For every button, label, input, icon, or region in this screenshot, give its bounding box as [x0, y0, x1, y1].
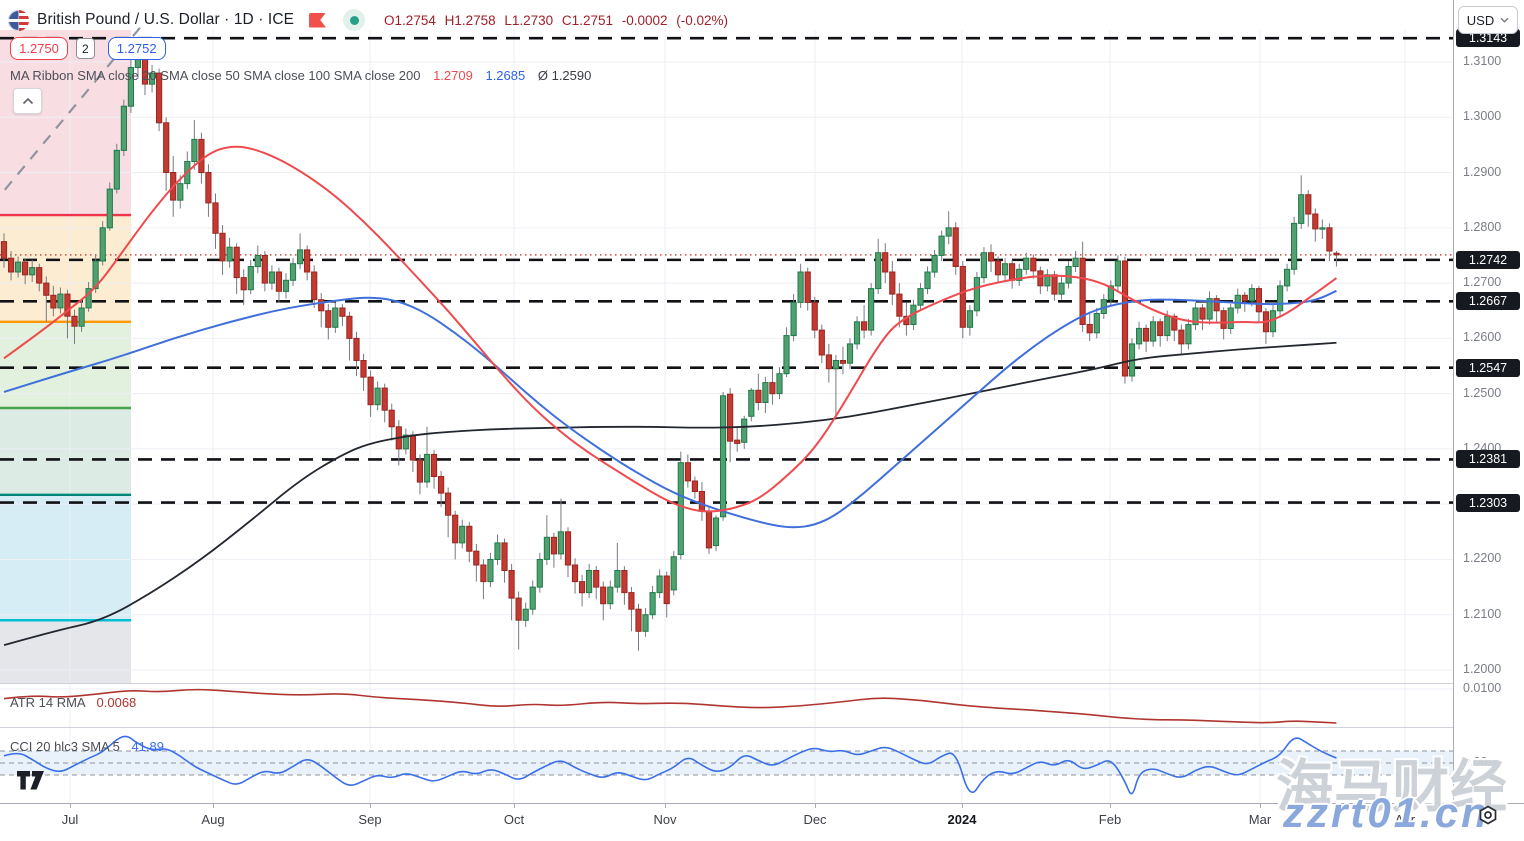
- chevron-down-icon: [1500, 17, 1509, 23]
- candles: [0, 38, 1340, 651]
- atr-value: 0.0068: [96, 695, 137, 710]
- atr-label: ATR 14 RMA: [10, 695, 85, 710]
- price-tick-label: 1.2100: [1463, 606, 1502, 621]
- cci-value: 41.89: [131, 739, 164, 754]
- atr-legend[interactable]: ATR 14 RMA 0.0068: [10, 695, 136, 710]
- chevron-up-icon: [22, 97, 33, 105]
- ma-ribbon-avg-value: Ø 1.2590: [537, 68, 592, 83]
- time-tick: [962, 804, 963, 808]
- atr-line[interactable]: [3, 688, 1337, 724]
- time-label-jul: Jul: [61, 812, 79, 827]
- tradingview-logo-icon[interactable]: [17, 771, 45, 795]
- time-tick: [514, 804, 515, 808]
- gbpusd-flag-icon: [8, 9, 29, 31]
- supply-demand-zone: [0, 494, 131, 621]
- time-tick: [213, 804, 214, 808]
- price-tick-label: 1.2600: [1463, 330, 1502, 345]
- supply-demand-zone: [0, 321, 131, 408]
- supply-demand-zone: [0, 408, 131, 495]
- time-label-dec: Dec: [803, 812, 827, 827]
- price-tick-label: 1.3000: [1463, 109, 1502, 124]
- price-level-label: 1.2667: [1456, 292, 1520, 311]
- ma-ribbon-legend[interactable]: MA Ribbon SMA close 20 SMA close 50 SMA …: [10, 68, 591, 83]
- symbol-header[interactable]: British Pound / U.S. Dollar · 1D · ICE O…: [8, 7, 728, 33]
- symbol-title[interactable]: British Pound / U.S. Dollar · 1D · ICE: [37, 11, 295, 28]
- price-tag-count[interactable]: 2: [76, 38, 95, 59]
- time-tick: [70, 804, 71, 808]
- ma-ribbon-sma50-value: 1.2685: [485, 68, 526, 83]
- cci-label: CCI 20 hlc3 SMA 5: [10, 739, 120, 754]
- sma20-line[interactable]: [3, 145, 1338, 513]
- time-label-feb: Feb: [1098, 812, 1122, 827]
- time-tick: [1405, 804, 1406, 808]
- price-tag-down[interactable]: 1.2750: [10, 37, 68, 60]
- time-label-2024: 2024: [947, 812, 977, 827]
- price-axis[interactable]: USD 1.3100 1.3000 1.2900 1.2800 1.2700 1.2600…: [1453, 0, 1524, 803]
- currency-dropdown-label: USD: [1466, 12, 1495, 28]
- ohlc-values: O1.2754 H1.2758 L1.2730 C1.2751 -0.0002 …: [384, 12, 729, 28]
- indicator-axis-label: 0.00: [1463, 755, 1488, 769]
- watermark-cn-text: 海马财经: [1276, 755, 1508, 819]
- time-tick: [665, 804, 666, 808]
- collapse-legend-button[interactable]: [13, 88, 42, 114]
- sma50-line[interactable]: [3, 289, 1337, 529]
- time-label-mar: Mar: [1248, 812, 1272, 827]
- red-flag-icon[interactable]: [309, 12, 327, 28]
- ma-ribbon-sma20-value: 1.2709: [433, 68, 473, 83]
- watermark-site-text: zzrt01.cn: [1283, 789, 1490, 836]
- supply-demand-zone: [0, 620, 131, 683]
- price-level-label: 1.2547: [1456, 358, 1520, 377]
- price-tick-label: 1.2000: [1463, 661, 1502, 676]
- time-tick: [1110, 804, 1111, 808]
- price-level-label: 1.2303: [1456, 493, 1520, 512]
- hexagon-logo-icon: [1478, 805, 1498, 830]
- time-tick: [1260, 804, 1261, 808]
- price-tick-label: 1.3100: [1463, 54, 1502, 68]
- price-tick-label: 1.2200: [1463, 551, 1502, 566]
- time-label-sep: Sep: [358, 812, 382, 827]
- time-label-aug: Aug: [201, 812, 225, 827]
- time-label-oct: Oct: [503, 812, 525, 827]
- price-level-label: 1.2381: [1456, 450, 1520, 469]
- cci-legend[interactable]: CCI 20 hlc3 SMA 5 41.89: [10, 739, 164, 754]
- price-level-label: 1.2742: [1456, 250, 1520, 269]
- price-tick-label: 1.2700: [1463, 275, 1502, 290]
- price-tick-label: 1.2500: [1463, 385, 1502, 400]
- sma200-line[interactable]: [3, 341, 1337, 646]
- currency-dropdown[interactable]: USD: [1458, 6, 1518, 34]
- price-tick-label: 1.2800: [1463, 219, 1502, 234]
- time-axis[interactable]: Jul Aug Sep Oct Nov Dec 2024 Feb Mar Apr: [0, 803, 1524, 837]
- chart-canvas[interactable]: [0, 0, 1453, 836]
- market-status-icon: [343, 9, 366, 31]
- time-label-nov: Nov: [653, 812, 677, 827]
- price-tag-up[interactable]: 1.2752: [107, 37, 166, 60]
- price-tags: 1.2750 2 1.2752: [10, 37, 166, 60]
- ma-ribbon-label: MA Ribbon SMA close 20 SMA close 50 SMA …: [10, 68, 421, 83]
- time-tick: [370, 804, 371, 808]
- cci-line[interactable]: [3, 735, 1337, 795]
- time-tick: [815, 804, 816, 808]
- time-label-apr: Apr: [1394, 812, 1416, 827]
- supply-demand-zone: [0, 30, 131, 216]
- price-tick-label: 1.2900: [1463, 164, 1502, 179]
- indicator-axis-label: 0.0100: [1463, 681, 1502, 695]
